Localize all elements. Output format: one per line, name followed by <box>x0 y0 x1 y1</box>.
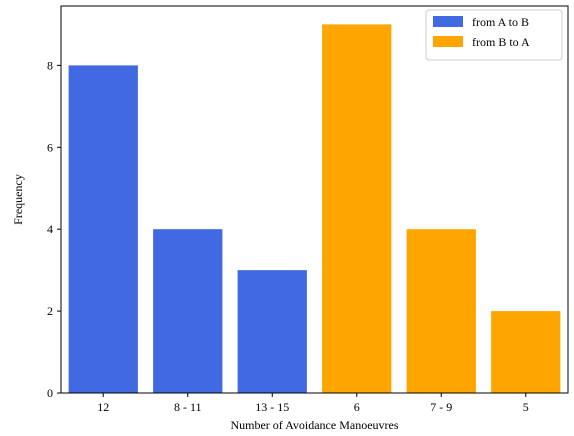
x-tick-label: 8 - 11 <box>174 400 202 414</box>
y-axis-label: Frequency <box>11 174 25 225</box>
bars-layer <box>68 24 561 394</box>
bar-a-to-b-1 <box>153 229 223 393</box>
legend-label: from A to B <box>472 15 529 29</box>
y-tick-label: 8 <box>47 58 53 72</box>
x-tick-label: 5 <box>523 400 529 414</box>
y-axis: 0 2 4 6 8 <box>47 58 61 400</box>
bar-b-to-a-5 <box>491 311 561 393</box>
x-axis-label: Number of Avoidance Manoeuvres <box>230 418 398 432</box>
legend-swatch <box>433 36 463 47</box>
x-tick-label: 12 <box>97 400 109 414</box>
bar-a-to-b-0 <box>68 65 138 393</box>
bar-a-to-b-2 <box>237 270 307 393</box>
plot-frame <box>60 5 569 394</box>
legend-swatch <box>433 16 463 27</box>
y-tick-label: 4 <box>47 222 53 236</box>
y-tick-label: 2 <box>47 304 53 318</box>
legend: from A to B from B to A <box>425 9 563 61</box>
y-tick-label: 6 <box>47 140 53 154</box>
x-tick-label: 7 - 9 <box>430 400 452 414</box>
x-axis: 12 8 - 11 13 - 15 6 7 - 9 5 <box>97 393 529 414</box>
y-tick-label: 0 <box>47 386 53 400</box>
x-tick-label: 13 - 15 <box>255 400 289 414</box>
x-tick-label: 6 <box>354 400 360 414</box>
bar-b-to-a-4 <box>406 229 476 393</box>
legend-label: from B to A <box>472 35 530 49</box>
bar-b-to-a-3 <box>322 24 392 394</box>
